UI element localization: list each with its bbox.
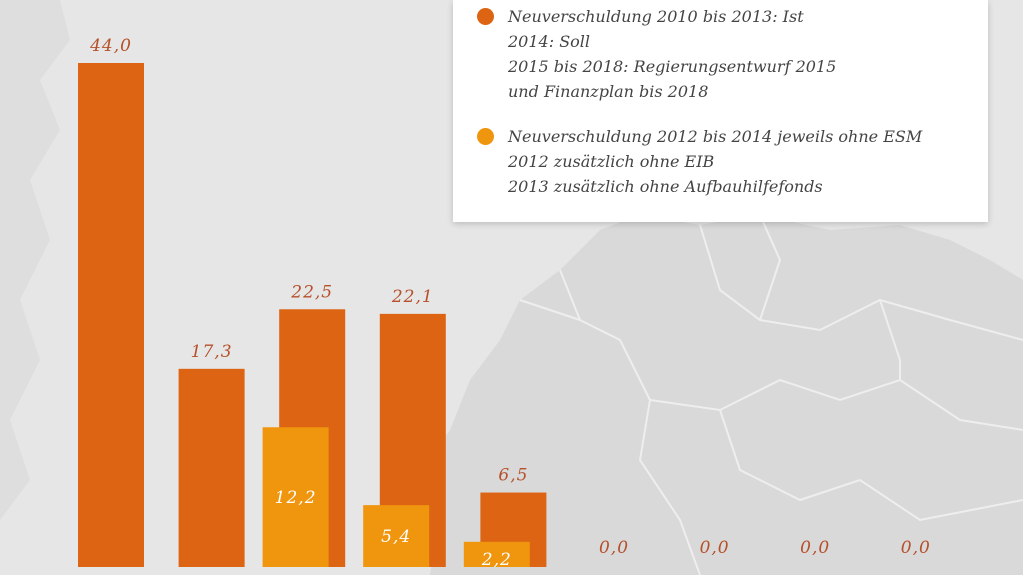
bar-secondary-2013 — [363, 505, 430, 567]
bar-secondary-2012 — [262, 427, 329, 567]
legend-entry-primary: Neuverschuldung 2010 bis 2013: Ist 2014:… — [477, 4, 836, 104]
label-primary-2014: 6,5 — [498, 466, 528, 486]
legend-primary-line-4: und Finanzplan bis 2018 — [508, 82, 709, 101]
legend-secondary-line-2: 2012 zusätzlich ohne EIB — [508, 152, 715, 171]
label-secondary-2013: 5,4 — [381, 527, 411, 547]
label-primary-2018: 0,0 — [901, 538, 931, 558]
label-secondary-2012: 12,2 — [275, 488, 317, 508]
legend-primary-line-3: 2015 bis 2018: Regierungsentwurf 2015 — [508, 57, 837, 76]
label-primary-2012: 22,5 — [290, 282, 333, 302]
label-primary-2017: 0,0 — [800, 538, 830, 558]
label-primary-2011: 17,3 — [191, 342, 233, 362]
label-primary-2010: 44,0 — [89, 36, 132, 56]
legend-primary-line-2: 2014: Soll — [508, 32, 591, 51]
label-primary-2013: 22,1 — [391, 287, 434, 307]
legend-marker-primary — [477, 8, 494, 25]
legend-secondary-line-1: Neuverschuldung 2012 bis 2014 jeweils oh… — [508, 127, 923, 146]
label-primary-2015: 0,0 — [599, 538, 629, 558]
bar-primary-2011 — [178, 368, 245, 567]
legend-primary-line-1: Neuverschuldung 2010 bis 2013: Ist — [508, 7, 804, 26]
legend: Neuverschuldung 2010 bis 2013: Ist 2014:… — [453, 0, 988, 222]
bar-secondary-2014 — [463, 541, 530, 567]
legend-secondary-line-3: 2013 zusätzlich ohne Aufbauhilfefonds — [508, 177, 823, 196]
legend-marker-secondary — [477, 128, 494, 145]
legend-entry-secondary: Neuverschuldung 2012 bis 2014 jeweils oh… — [477, 124, 922, 199]
label-secondary-2014: 2,2 — [481, 550, 512, 570]
label-primary-2016: 0,0 — [700, 538, 730, 558]
bar-primary-2010 — [78, 63, 144, 567]
